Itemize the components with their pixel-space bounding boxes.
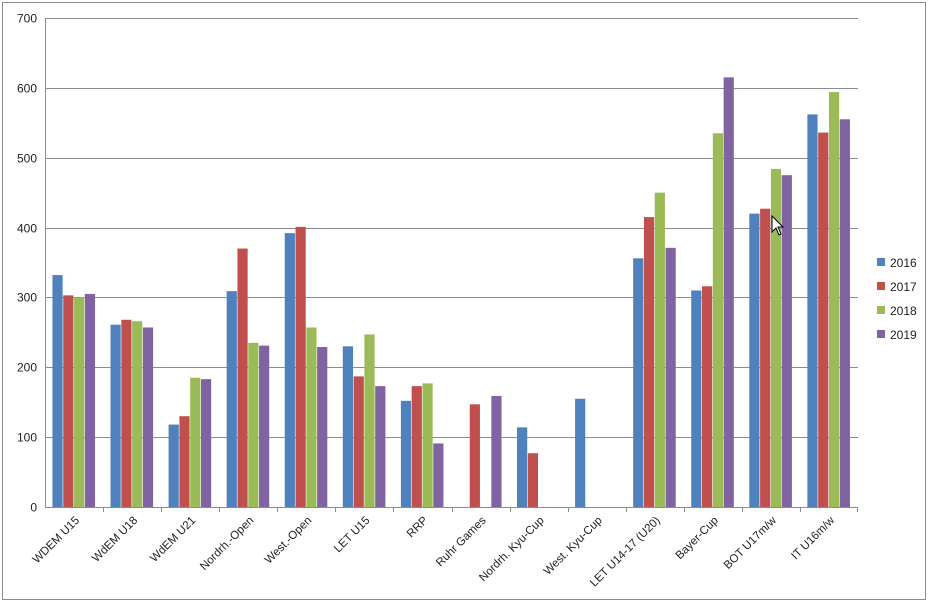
- bar-2017: [237, 248, 248, 507]
- bar-2017: [121, 319, 132, 507]
- legend-swatch-2019: [877, 330, 885, 338]
- legend: 2016 2017 2018 2019: [877, 256, 917, 342]
- legend-label: 2018: [890, 304, 917, 318]
- x-tick-label: WdEM U18: [90, 515, 140, 565]
- bars: [52, 77, 850, 508]
- bar-2018: [248, 342, 259, 507]
- bar-2017: [527, 453, 539, 507]
- bar-2019: [375, 386, 386, 507]
- bar-2017: [353, 376, 364, 507]
- bar-2019: [781, 175, 792, 507]
- bar-2019: [142, 327, 154, 507]
- bar-2018: [364, 334, 375, 507]
- bar-2019: [723, 77, 734, 507]
- x-tick-label: LET U15: [332, 515, 372, 555]
- mouse-cursor-icon: [771, 214, 785, 236]
- x-tick-label: BOT U17m/w: [722, 514, 780, 572]
- x-tick-label: Nordrh.-Open: [198, 515, 256, 573]
- bar-2016: [749, 213, 760, 507]
- bar-2019: [200, 379, 212, 507]
- bar-2018: [190, 377, 201, 507]
- bar-2019: [317, 347, 328, 507]
- y-tick-label: 400: [17, 222, 37, 236]
- x-tick-label: Nordrh. Kyu-Cup: [477, 515, 547, 585]
- x-axis: WDEM U15 WdEM U18 WdEM U21 Nordrh.-Open West…: [31, 507, 858, 589]
- bar-2018: [74, 297, 85, 507]
- y-tick-label: 200: [17, 361, 37, 375]
- bar-2018: [712, 133, 724, 507]
- bar-2017: [702, 286, 713, 507]
- x-tick-label: West.-Open: [263, 515, 315, 567]
- bar-2018: [770, 168, 782, 508]
- legend-label: 2017: [890, 280, 917, 294]
- x-tick-label: WdEM U21: [148, 515, 198, 565]
- bar-2017: [469, 404, 480, 507]
- gridlines: [45, 18, 858, 438]
- bar-2016: [342, 346, 353, 507]
- legend-swatch-2017: [877, 282, 885, 290]
- bar-2017: [760, 208, 771, 507]
- bar-2018: [132, 321, 143, 507]
- y-axis: 0 100 200 300 400 500 600 700: [17, 12, 46, 515]
- legend-label: 2019: [890, 328, 917, 342]
- bar-2016: [517, 427, 528, 507]
- x-tick-label: Bayer-Cup: [674, 515, 721, 562]
- legend-swatch-2018: [877, 306, 885, 314]
- bar-2019: [84, 293, 96, 507]
- x-tick-label: West. Kyu-Cup: [542, 515, 605, 578]
- bar-2017: [411, 386, 422, 507]
- y-tick-label: 700: [17, 12, 37, 26]
- legend-label: 2016: [890, 256, 917, 270]
- bar-2017: [63, 295, 74, 507]
- y-tick-label: 500: [17, 152, 37, 166]
- legend-swatch-2016: [877, 258, 885, 266]
- y-tick-label: 600: [17, 82, 37, 96]
- y-tick-label: 0: [30, 501, 37, 515]
- bar-2016: [691, 290, 702, 507]
- x-tick-label: Ruhr Games: [434, 514, 489, 569]
- x-tick-label: IT U16m/w: [789, 514, 837, 562]
- bar-2017: [818, 132, 829, 507]
- bar-2016: [575, 398, 586, 507]
- bar-2017: [295, 226, 306, 507]
- bar-2016: [284, 233, 295, 507]
- bar-2018: [422, 383, 433, 507]
- x-tick-label: RRP: [405, 514, 431, 540]
- bar-2016: [168, 424, 179, 507]
- bar-2019: [665, 247, 676, 507]
- bar-2019: [839, 119, 850, 508]
- bar-2019: [491, 395, 502, 507]
- x-tick-label: WDEM U15: [31, 515, 82, 566]
- bar-2017: [179, 416, 190, 507]
- bar-2016: [633, 258, 644, 507]
- bar-2016: [110, 324, 121, 507]
- bar-2016: [807, 114, 818, 507]
- y-tick-label: 300: [17, 291, 37, 305]
- y-tick-label: 100: [17, 431, 37, 445]
- bar-2018: [828, 92, 840, 507]
- bar-2019: [433, 443, 444, 507]
- bar-2019: [259, 345, 270, 507]
- bar-2016: [52, 275, 63, 507]
- bar-2016: [400, 400, 412, 507]
- bar-2017: [643, 217, 655, 508]
- bar-2016: [226, 291, 237, 507]
- bar-2018: [306, 327, 317, 507]
- bar-2018: [654, 192, 665, 507]
